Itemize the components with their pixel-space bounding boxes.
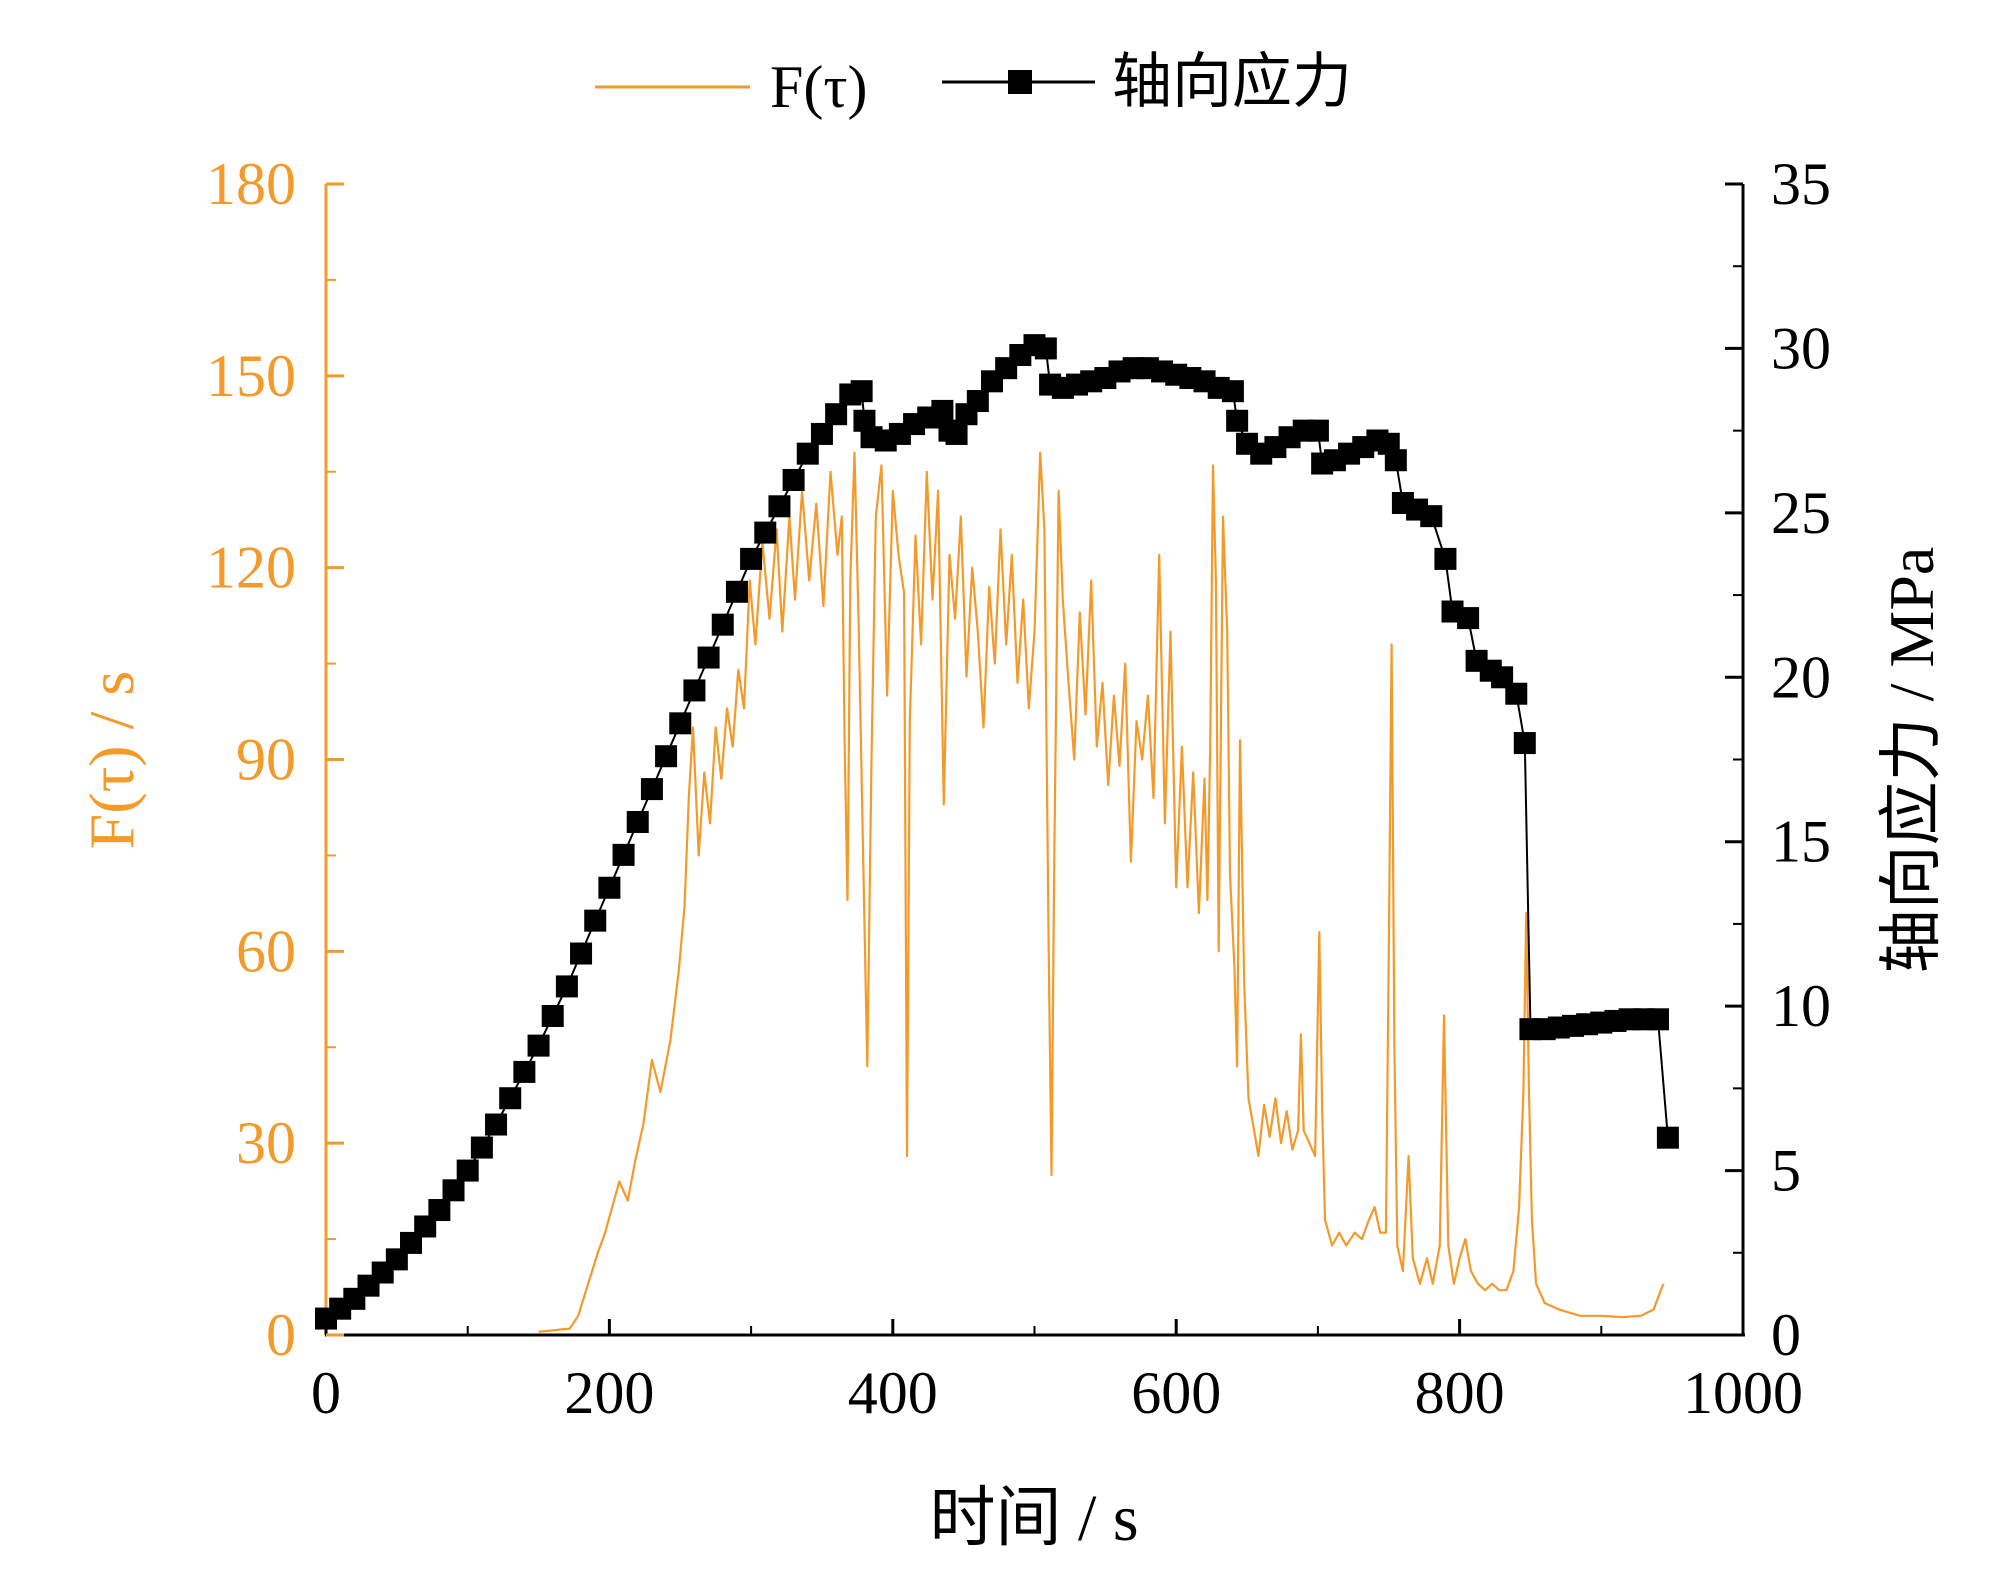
axial-stress-series-line	[325, 344, 1669, 1320]
axial-stress-point	[1226, 409, 1249, 432]
x-tick-label: 400	[848, 1360, 938, 1426]
axial-stress-point	[1457, 607, 1480, 630]
axial-stress-point	[555, 975, 578, 998]
right-y-ticks: 0 5 10 15 20 25 30 35	[1725, 151, 1831, 1368]
axial-stress-point	[1306, 419, 1329, 442]
legend-black-marker	[1008, 70, 1032, 94]
x-tick-label: 0	[311, 1360, 341, 1426]
axial-stress-point	[931, 399, 954, 422]
right-tick-label: 30	[1771, 315, 1831, 381]
left-tick-label: 0	[266, 1302, 296, 1368]
x-tick-label: 1000	[1683, 1360, 1803, 1426]
right-tick-label: 10	[1771, 973, 1831, 1039]
left-y-axis-title: F(τ) / s	[76, 671, 147, 850]
f-tau-series-line	[538, 451, 1665, 1333]
axial-stress-point	[966, 390, 989, 413]
left-tick-label: 150	[206, 343, 296, 409]
axial-stress-point	[1420, 505, 1443, 528]
right-tick-label: 15	[1771, 809, 1831, 875]
axial-stress-point	[810, 422, 833, 445]
axial-stress-point	[768, 495, 791, 518]
left-tick-label: 90	[236, 727, 296, 793]
axial-stress-point	[442, 1179, 465, 1202]
axial-stress-point	[796, 442, 819, 465]
axial-stress-point	[598, 876, 621, 899]
left-tick-label: 60	[236, 918, 296, 984]
axial-stress-point	[697, 646, 720, 669]
axial-stress-point	[1505, 682, 1528, 705]
axial-stress-point	[541, 1005, 564, 1028]
left-tick-label: 120	[206, 535, 296, 601]
left-tick-label: 30	[236, 1110, 296, 1176]
axial-stress-point	[945, 422, 968, 445]
axial-stress-point	[570, 942, 593, 965]
axial-stress-point	[725, 580, 748, 603]
axial-stress-point	[626, 810, 649, 833]
axial-stress-point	[1434, 547, 1457, 570]
axial-stress-point	[456, 1159, 479, 1182]
legend-label-f-tau: F(τ)	[770, 54, 867, 120]
axial-stress-point	[850, 380, 873, 403]
x-tick-label: 200	[564, 1360, 654, 1426]
axial-stress-point	[655, 745, 678, 768]
axial-stress-point	[1656, 1126, 1679, 1149]
axial-stress-point	[683, 679, 706, 702]
legend-label-axial-stress: 轴向应力	[1112, 49, 1352, 115]
axial-stress-point	[669, 712, 692, 735]
axial-stress-point	[782, 468, 805, 491]
left-tick-label: 180	[206, 151, 296, 217]
axial-stress-point	[513, 1060, 536, 1083]
axial-stress-point	[640, 778, 663, 801]
axial-stress-point	[825, 403, 848, 426]
right-tick-label: 0	[1771, 1302, 1801, 1368]
right-tick-label: 25	[1771, 480, 1831, 546]
axial-stress-point	[1513, 732, 1536, 755]
axial-stress-point	[499, 1087, 522, 1110]
right-tick-label: 5	[1771, 1138, 1801, 1204]
axial-stress-point	[1646, 1008, 1669, 1031]
series-layer	[315, 334, 1679, 1333]
right-tick-label: 20	[1771, 644, 1831, 710]
legend: F(τ) 轴向应力	[595, 49, 1352, 120]
x-tick-label: 800	[1415, 1360, 1505, 1426]
axial-stress-point	[1384, 449, 1407, 472]
right-tick-label: 35	[1771, 151, 1831, 217]
right-y-axis-title: 轴向应力 / MPa	[1876, 547, 1947, 974]
left-y-ticks: 0 30 60 90 120 150 180	[206, 151, 344, 1368]
axial-stress-point	[428, 1199, 451, 1222]
axial-stress-point	[584, 909, 607, 932]
axial-stress-point	[485, 1113, 508, 1136]
axial-stress-point	[1034, 337, 1057, 360]
axial-stress-point	[470, 1136, 493, 1159]
axial-stress-point	[711, 613, 734, 636]
axial-stress-point	[754, 521, 777, 544]
x-ticks: 0 200 400 600 800 1000	[311, 1319, 1803, 1426]
axial-stress-point	[1221, 380, 1244, 403]
axial-stress-point	[740, 547, 763, 570]
x-tick-label: 600	[1131, 1360, 1221, 1426]
x-axis-title: 时间 / s	[929, 1482, 1138, 1555]
axial-stress-point	[612, 843, 635, 866]
axial-stress-point	[527, 1034, 550, 1057]
